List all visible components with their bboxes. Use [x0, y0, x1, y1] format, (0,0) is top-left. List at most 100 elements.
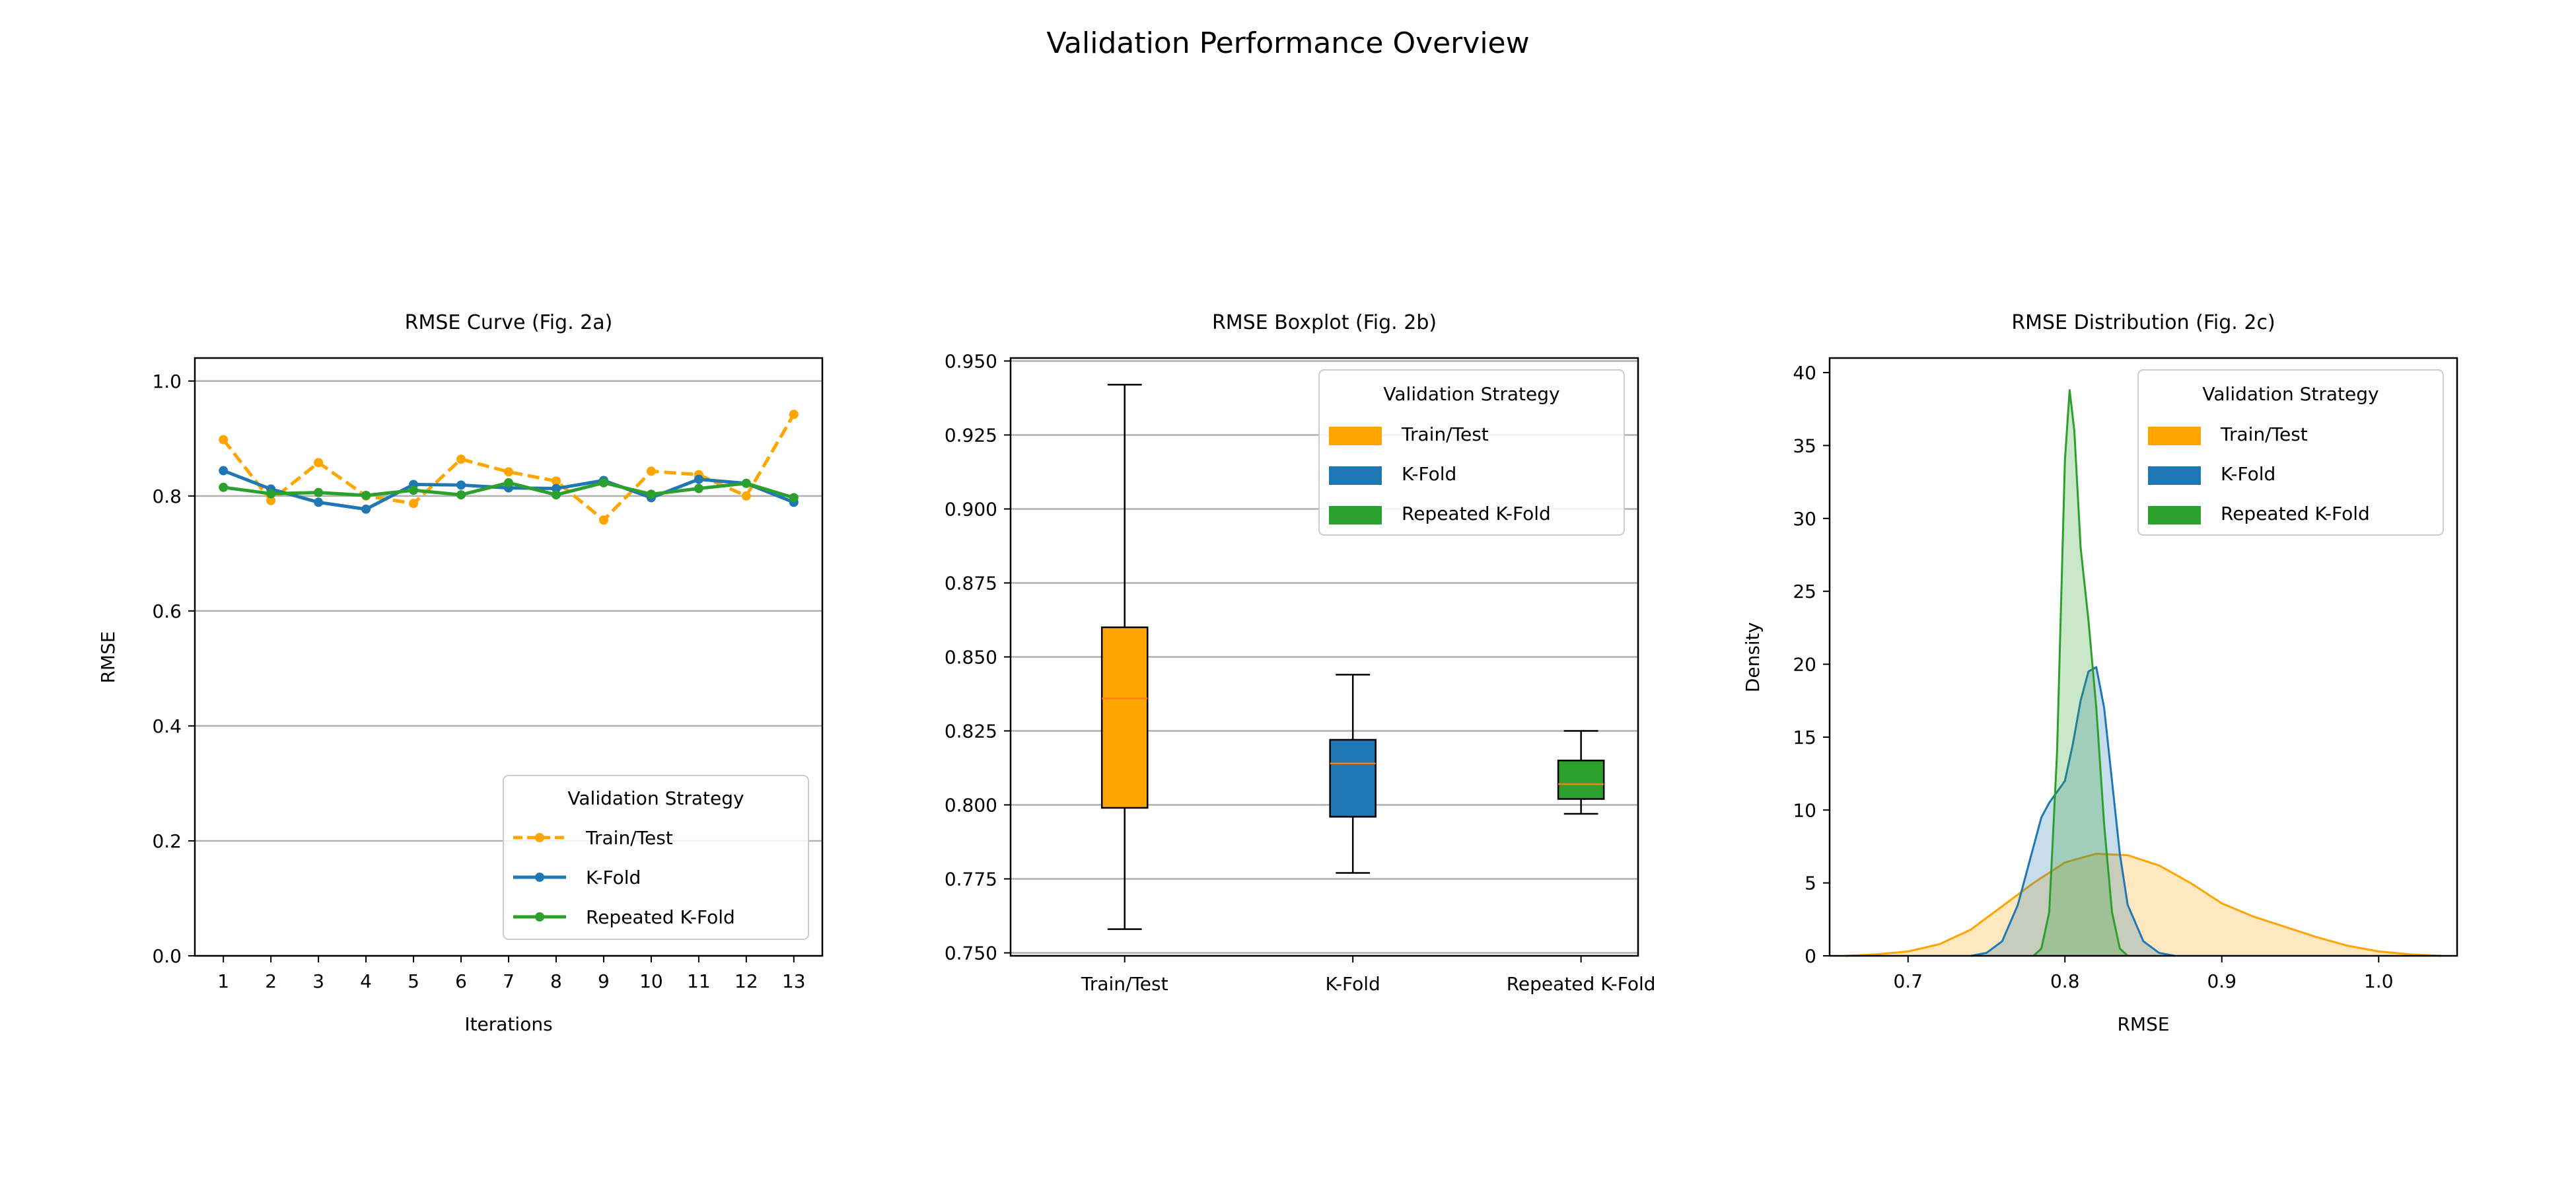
- x-tick-label: 2: [265, 970, 277, 992]
- panel-b-legend-box: [1318, 369, 1625, 536]
- box-k-fold: [1329, 739, 1377, 818]
- y-tick-label: 35: [1793, 435, 1816, 456]
- panel-c-ylabel: Density: [1742, 622, 1764, 692]
- data-point-k-fold: [456, 480, 466, 490]
- x-tick-label: 3: [312, 970, 324, 992]
- panel-c-legend-label-train-test: Train/Test: [2220, 423, 2308, 445]
- panel-c-legend-box: [2137, 369, 2444, 536]
- data-point-train-test: [266, 495, 276, 505]
- x-tick-label: 10: [639, 970, 663, 992]
- x-tick-label: 4: [360, 970, 372, 992]
- panel-b-ticks: 0.750 0.775 0.800 0.825 0.850 0.875 0.900 0.925…: [945, 350, 1656, 995]
- data-point-train-test: [314, 458, 324, 468]
- data-point-repeated-k-fold: [741, 478, 751, 488]
- data-point-k-fold: [361, 504, 371, 514]
- y-tick-label: 0.2: [152, 830, 182, 852]
- y-tick-label: 0.850: [945, 647, 997, 668]
- legend-marker-kfold: [535, 873, 544, 882]
- y-tick-label: 0.4: [152, 715, 182, 737]
- panel-rmse-distribution: RMSE Distribution (Fig. 2c) 0 5 10 15 20 25 30…: [1742, 311, 2458, 1035]
- panel-c-xlabel: RMSE: [2117, 1013, 2169, 1035]
- data-point-repeated-k-fold: [646, 489, 656, 499]
- panel-b-legend-label-repeated-kfold: Repeated K-Fold: [1402, 503, 1551, 524]
- box-train-test: [1100, 626, 1149, 809]
- x-tick-label: 8: [550, 970, 562, 992]
- y-tick-label: 5: [1805, 873, 1816, 894]
- y-tick-label: 0.0: [152, 945, 182, 967]
- data-point-k-fold: [551, 484, 561, 493]
- legend-swatch-kfold: [2148, 466, 2201, 485]
- x-tick-label: 6: [455, 970, 467, 992]
- y-tick-label: 25: [1793, 581, 1816, 602]
- data-point-repeated-k-fold: [219, 482, 229, 492]
- y-tick-label: 0.800: [945, 795, 997, 816]
- data-point-repeated-k-fold: [551, 490, 561, 500]
- data-point-repeated-k-fold: [314, 487, 324, 497]
- panel-c-density-areas: [1845, 389, 2442, 957]
- y-tick-label: 20: [1793, 654, 1816, 676]
- x-tick-label: 7: [503, 970, 515, 992]
- y-tick-label: 0.950: [945, 350, 997, 372]
- data-point-train-test: [789, 410, 799, 419]
- panel-a-xlabel: Iterations: [464, 1013, 552, 1035]
- data-point-train-test: [504, 467, 513, 477]
- data-point-repeated-k-fold: [361, 490, 371, 500]
- panel-a-legend-title: Validation Strategy: [567, 787, 744, 809]
- data-point-repeated-k-fold: [598, 478, 608, 487]
- x-tick-label: K-Fold: [1326, 973, 1380, 995]
- y-tick-label: 0.875: [945, 572, 997, 594]
- panel-a-legend-label-kfold: K-Fold: [586, 867, 641, 888]
- density-curve-train-test: [1845, 852, 2442, 957]
- panel-c-legend-label-kfold: K-Fold: [2221, 463, 2275, 485]
- x-tick-label: 0.7: [1893, 970, 1923, 992]
- panel-rmse-curve: RMSE Curve (Fig. 2a) 0.0 0.2 0.4 0.6 0.8 1.0 1…: [97, 311, 824, 1035]
- data-point-k-fold: [694, 474, 703, 484]
- panel-a-ylabel: RMSE: [97, 631, 119, 683]
- legend-swatch-kfold: [1329, 466, 1382, 485]
- panel-c-legend: Validation Strategy Train/Test K-Fold Re…: [2137, 369, 2444, 536]
- y-tick-label: 10: [1793, 799, 1816, 821]
- panel-rmse-boxplot: RMSE Boxplot (Fig. 2b) 0.750 0.775 0.800 0.…: [945, 311, 1656, 995]
- x-tick-label: 13: [782, 970, 806, 992]
- panel-b-legend-label-kfold: K-Fold: [1402, 463, 1456, 485]
- x-tick-label: 12: [734, 970, 758, 992]
- panel-b-legend-title: Validation Strategy: [1383, 383, 1559, 405]
- legend-marker-train-test: [535, 833, 544, 842]
- data-point-repeated-k-fold: [456, 490, 466, 500]
- legend-marker-repeated-kfold: [535, 912, 544, 921]
- density-area-train-test: [1845, 853, 2442, 956]
- legend-swatch-repeated-kfold: [2148, 506, 2201, 524]
- legend-swatch-train-test: [1329, 427, 1382, 445]
- data-point-k-fold: [314, 497, 324, 507]
- x-tick-label: 11: [687, 970, 711, 992]
- box-repeated-k-fold: [1557, 760, 1605, 800]
- data-point-repeated-k-fold: [409, 486, 419, 495]
- panel-c-ticks: 0 5 10 15 20 25 30 35 40 0.7 0.8 0.9 1.0: [1793, 362, 2393, 992]
- data-point-train-test: [219, 435, 229, 445]
- x-tick-label: 1.0: [2364, 970, 2394, 992]
- figure-title: Validation Performance Overview: [1046, 26, 1529, 60]
- panel-c-legend-title: Validation Strategy: [2202, 383, 2379, 405]
- y-tick-label: 0.8: [152, 486, 182, 507]
- data-point-train-test: [598, 515, 608, 525]
- x-tick-label: 5: [408, 970, 419, 992]
- panel-a-title: RMSE Curve (Fig. 2a): [405, 311, 613, 334]
- panel-c-frame: [1828, 357, 2458, 957]
- panel-c-title: RMSE Distribution (Fig. 2c): [2011, 311, 2275, 334]
- y-tick-label: 30: [1793, 508, 1816, 530]
- y-tick-label: 0.750: [945, 943, 997, 964]
- panel-a-legend-box: [503, 775, 809, 940]
- panel-b-boxes: [1100, 384, 1605, 930]
- panel-a-legend: Validation Strategy Train/Test K-Fold Re…: [503, 775, 809, 940]
- data-point-repeated-k-fold: [266, 489, 276, 499]
- density-curve-k-fold: [1970, 666, 2175, 957]
- y-tick-label: 0.925: [945, 424, 997, 446]
- y-tick-label: 0.775: [945, 869, 997, 890]
- x-tick-label: 1: [217, 970, 229, 992]
- data-point-train-test: [741, 491, 751, 501]
- y-tick-label: 40: [1793, 362, 1816, 384]
- density-curve-repeated-k-fold: [2032, 389, 2129, 957]
- y-tick-label: 0.6: [152, 600, 182, 622]
- panel-b-title: RMSE Boxplot (Fig. 2b): [1212, 311, 1437, 334]
- y-tick-label: 15: [1793, 727, 1816, 748]
